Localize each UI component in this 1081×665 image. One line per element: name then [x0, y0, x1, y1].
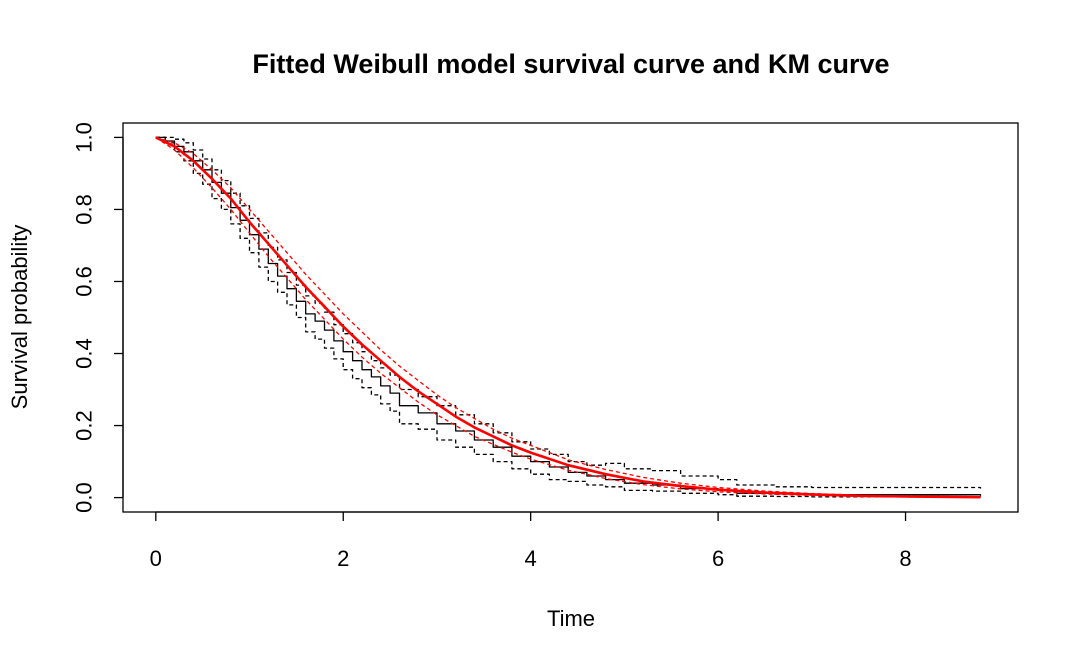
y-tick-label: 0.8	[72, 194, 97, 225]
x-tick-label: 8	[899, 546, 911, 571]
plot-frame	[122, 122, 1019, 513]
y-tick-label: 1.0	[72, 122, 97, 153]
y-tick-label: 0.4	[72, 338, 97, 369]
weibull-series-dashed-5	[155, 136, 981, 499]
weibull-series-solid-3	[155, 136, 981, 499]
x-axis: 0 2 4 6 8	[150, 511, 912, 571]
weibull-series-dashed-4	[155, 136, 981, 498]
chart-title: Fitted Weibull model survival curve and …	[252, 49, 889, 79]
x-tick-label: 2	[337, 546, 349, 571]
y-tick-label: 0.0	[72, 482, 97, 513]
series-layer	[155, 136, 982, 499]
y-tick-label: 0.6	[72, 266, 97, 297]
km-series-dashed-2	[155, 136, 982, 498]
x-tick-label: 4	[525, 546, 537, 571]
x-axis-label: Time	[547, 606, 595, 631]
x-tick-label: 0	[150, 546, 162, 571]
y-axis-label: Survival probability	[7, 225, 32, 410]
km-series-solid-0	[155, 136, 982, 496]
km-series-dashed-1	[155, 136, 982, 489]
y-tick-label: 0.2	[72, 410, 97, 441]
x-tick-label: 6	[712, 546, 724, 571]
y-axis: 0.0 0.2 0.4 0.6 0.8 1.0	[72, 122, 124, 513]
